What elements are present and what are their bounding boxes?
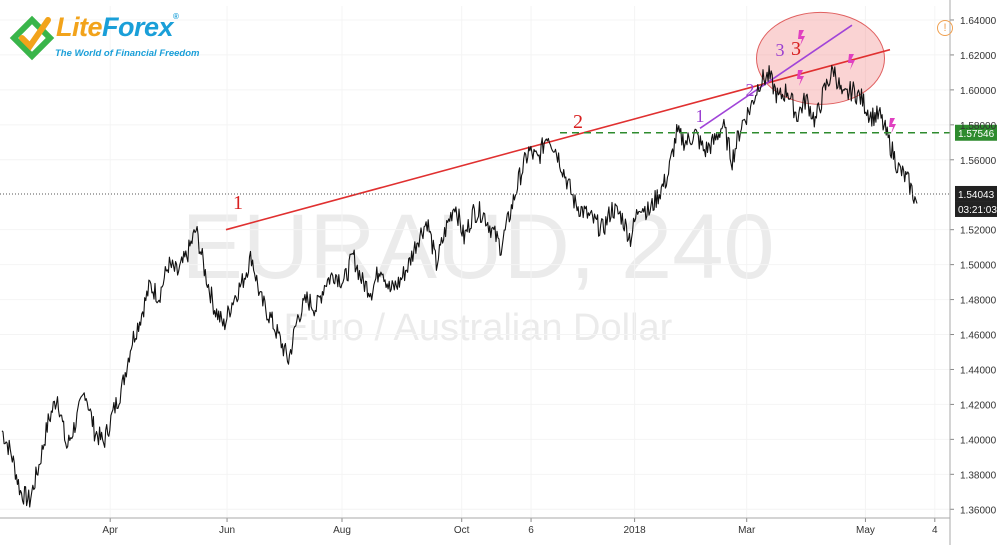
- alert-icon[interactable]: !: [937, 20, 953, 36]
- price-axis[interactable]: 1.36000 1.38000 1.40000 1.42000 1.44000 1.460…: [949, 0, 997, 545]
- x-tick-label: Jun: [219, 525, 235, 536]
- purple-wave-label: 3: [776, 40, 785, 60]
- x-tick-label: Apr: [102, 525, 118, 536]
- y-tick-label: 1.48000: [960, 296, 997, 307]
- purple-trendline: [699, 24, 853, 129]
- x-tick-label: Aug: [333, 525, 351, 536]
- bar-countdown: 03:21:03: [958, 205, 997, 216]
- red-wave-label: 1: [233, 192, 243, 214]
- time-axis[interactable]: Apr Jun Aug Oct 6 2018 Mar May 4: [0, 517, 950, 536]
- last-price-label: 1.54043: [958, 190, 995, 201]
- y-tick-label: 1.40000: [960, 435, 997, 446]
- logo-tagline: The World of Financial Freedom: [55, 48, 200, 59]
- chart-watermark: EURAUD, 240 Euro / Australian Dollar: [181, 196, 774, 349]
- y-tick-label: 1.46000: [960, 331, 997, 342]
- y-tick-label: 1.38000: [960, 470, 997, 481]
- support-label-box: [955, 124, 997, 141]
- chart-overlays: 1.57546 1.54043 03:21:03 1 2 3 1 2 3: [0, 30, 997, 217]
- signal-arrow-icon: [797, 70, 804, 86]
- liteforex-logo: LiteForex® The World of Financial Freedo…: [8, 10, 208, 76]
- signal-arrow-icon: [848, 54, 855, 70]
- x-tick-label: Mar: [738, 525, 756, 536]
- last-price-box: [955, 185, 997, 202]
- price-series: [1, 65, 918, 508]
- purple-wave-label: 2: [746, 80, 755, 100]
- highlight-ellipse: [756, 11, 885, 105]
- signal-arrow-icon: [889, 118, 896, 134]
- y-tick-label: 1.42000: [960, 400, 997, 411]
- x-tick-label: 6: [528, 525, 534, 536]
- red-wave-label: 3: [791, 38, 801, 60]
- logo-diamond-icon: [9, 15, 55, 61]
- price-line: [1, 65, 918, 508]
- support-label: 1.57546: [958, 129, 995, 140]
- y-tick-label: 1.60000: [960, 86, 997, 97]
- signal-arrow-icon: [798, 30, 805, 46]
- watermark-symbol: EURAUD, 240: [181, 196, 774, 298]
- y-tick-label: 1.36000: [960, 505, 997, 516]
- x-tick-label: 2018: [623, 525, 646, 536]
- x-tick-label: May: [856, 525, 875, 536]
- red-wave-label: 2: [573, 111, 583, 133]
- chart-annotations: [225, 11, 891, 231]
- x-tick-label: 4: [932, 525, 938, 536]
- gridlines: [0, 6, 950, 518]
- red-trendline: [225, 48, 891, 231]
- x-tick-label: Oct: [454, 525, 470, 536]
- y-tick-label: 1.58000: [960, 121, 997, 132]
- y-tick-label: 1.56000: [960, 156, 997, 167]
- y-tick-label: 1.52000: [960, 226, 997, 237]
- watermark-description: Euro / Australian Dollar: [284, 307, 673, 349]
- logo-brand: LiteForex®: [56, 12, 179, 42]
- countdown-box: [955, 201, 997, 217]
- purple-wave-label: 1: [696, 106, 705, 126]
- y-tick-label: 1.44000: [960, 365, 997, 376]
- y-tick-label: 1.50000: [960, 261, 997, 272]
- y-tick-label: 1.62000: [960, 51, 997, 62]
- y-tick-label: 1.64000: [960, 16, 997, 27]
